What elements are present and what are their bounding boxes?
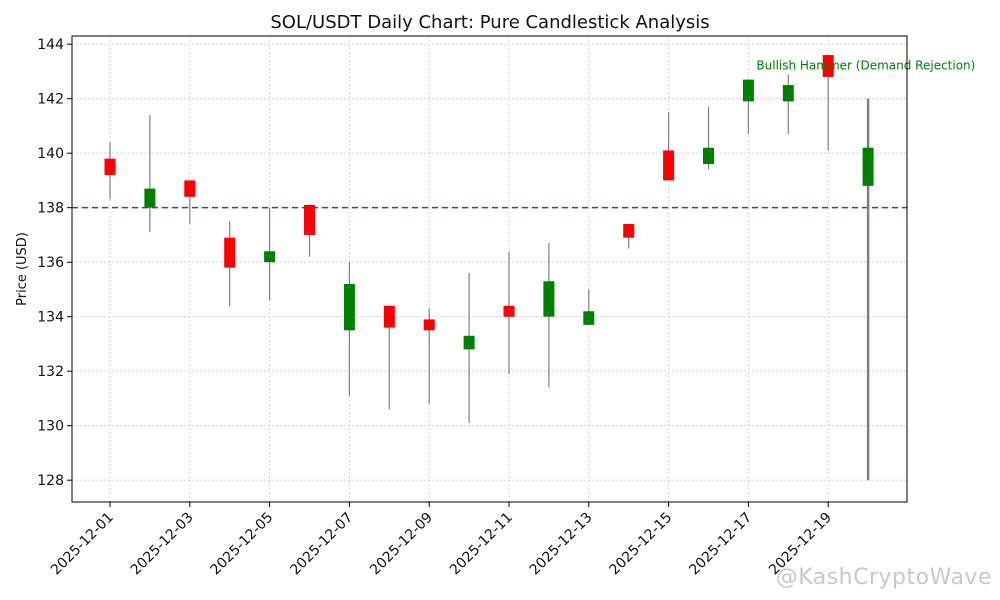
candle-body [503,305,515,317]
x-tick-label: 2025-12-13 [527,510,596,579]
x-tick-label: 2025-12-15 [607,510,676,579]
candle [782,74,794,135]
candle [543,243,555,388]
candle [463,273,475,423]
y-tick-label: 142 [37,92,64,108]
x-tick-label: 2025-12-03 [128,510,197,579]
candle-body [144,188,156,208]
candle-body [104,158,116,175]
y-tick-label: 128 [37,473,64,489]
candle-body [343,283,355,331]
y-tick-label: 140 [37,146,64,162]
candle-body [463,335,475,350]
candle [144,115,156,233]
x-tick-label: 2025-12-01 [48,510,117,579]
candle-body [583,311,595,325]
candle-body [742,79,754,102]
candle-body [383,305,395,328]
candle-body [663,150,675,181]
candle-body [862,147,874,186]
x-tick-label: 2025-12-09 [367,510,436,579]
y-axis-ticks: 128 130 132 134 136 138 140 142 144 [37,37,72,489]
candle [423,308,435,404]
candle [383,305,395,410]
candle [623,224,635,249]
candle [663,112,675,181]
candle [264,207,276,301]
x-tick-label: 2025-12-11 [447,510,516,579]
candles-group [104,55,874,481]
candle-body [423,319,435,331]
candle [703,106,714,170]
y-tick-label: 136 [37,255,64,271]
y-axis-label: Price (USD) [15,232,30,306]
candle-body [543,281,555,317]
candle-body [782,85,794,102]
candle [583,289,595,325]
x-tick-label: 2025-12-07 [287,510,356,579]
plot-frame [71,35,908,503]
y-tick-label: 132 [37,364,64,380]
grid-lines [72,36,907,502]
candle [343,262,355,396]
candle [862,98,874,481]
y-tick-label: 144 [37,37,64,53]
y-tick-label: 134 [37,310,64,326]
candle-body [822,55,834,77]
candle-body [703,147,714,165]
candle-body [304,204,315,235]
candle-body [184,180,196,197]
candle-body [623,224,635,238]
candle [742,79,754,135]
candle-body [264,251,276,263]
candle [822,55,834,151]
y-tick-label: 138 [37,201,64,217]
candle [184,180,196,225]
x-axis-ticks: 2025-12-01 2025-12-03 2025-12-05 2025-12-07… [48,502,835,578]
candle [224,221,236,306]
x-tick-label: 2025-12-05 [208,510,277,579]
candle-body [224,237,236,268]
watermark: @KashCryptoWave [775,565,992,590]
y-tick-label: 130 [37,419,64,435]
hammer-annotation: Bullish Hammer (Demand Rejection) [756,58,975,72]
candle [304,204,315,257]
candle [503,251,515,374]
candle [104,142,116,200]
chart-title: SOL/USDT Daily Chart: Pure Candlestick A… [270,12,709,33]
x-tick-label: 2025-12-17 [686,510,755,579]
